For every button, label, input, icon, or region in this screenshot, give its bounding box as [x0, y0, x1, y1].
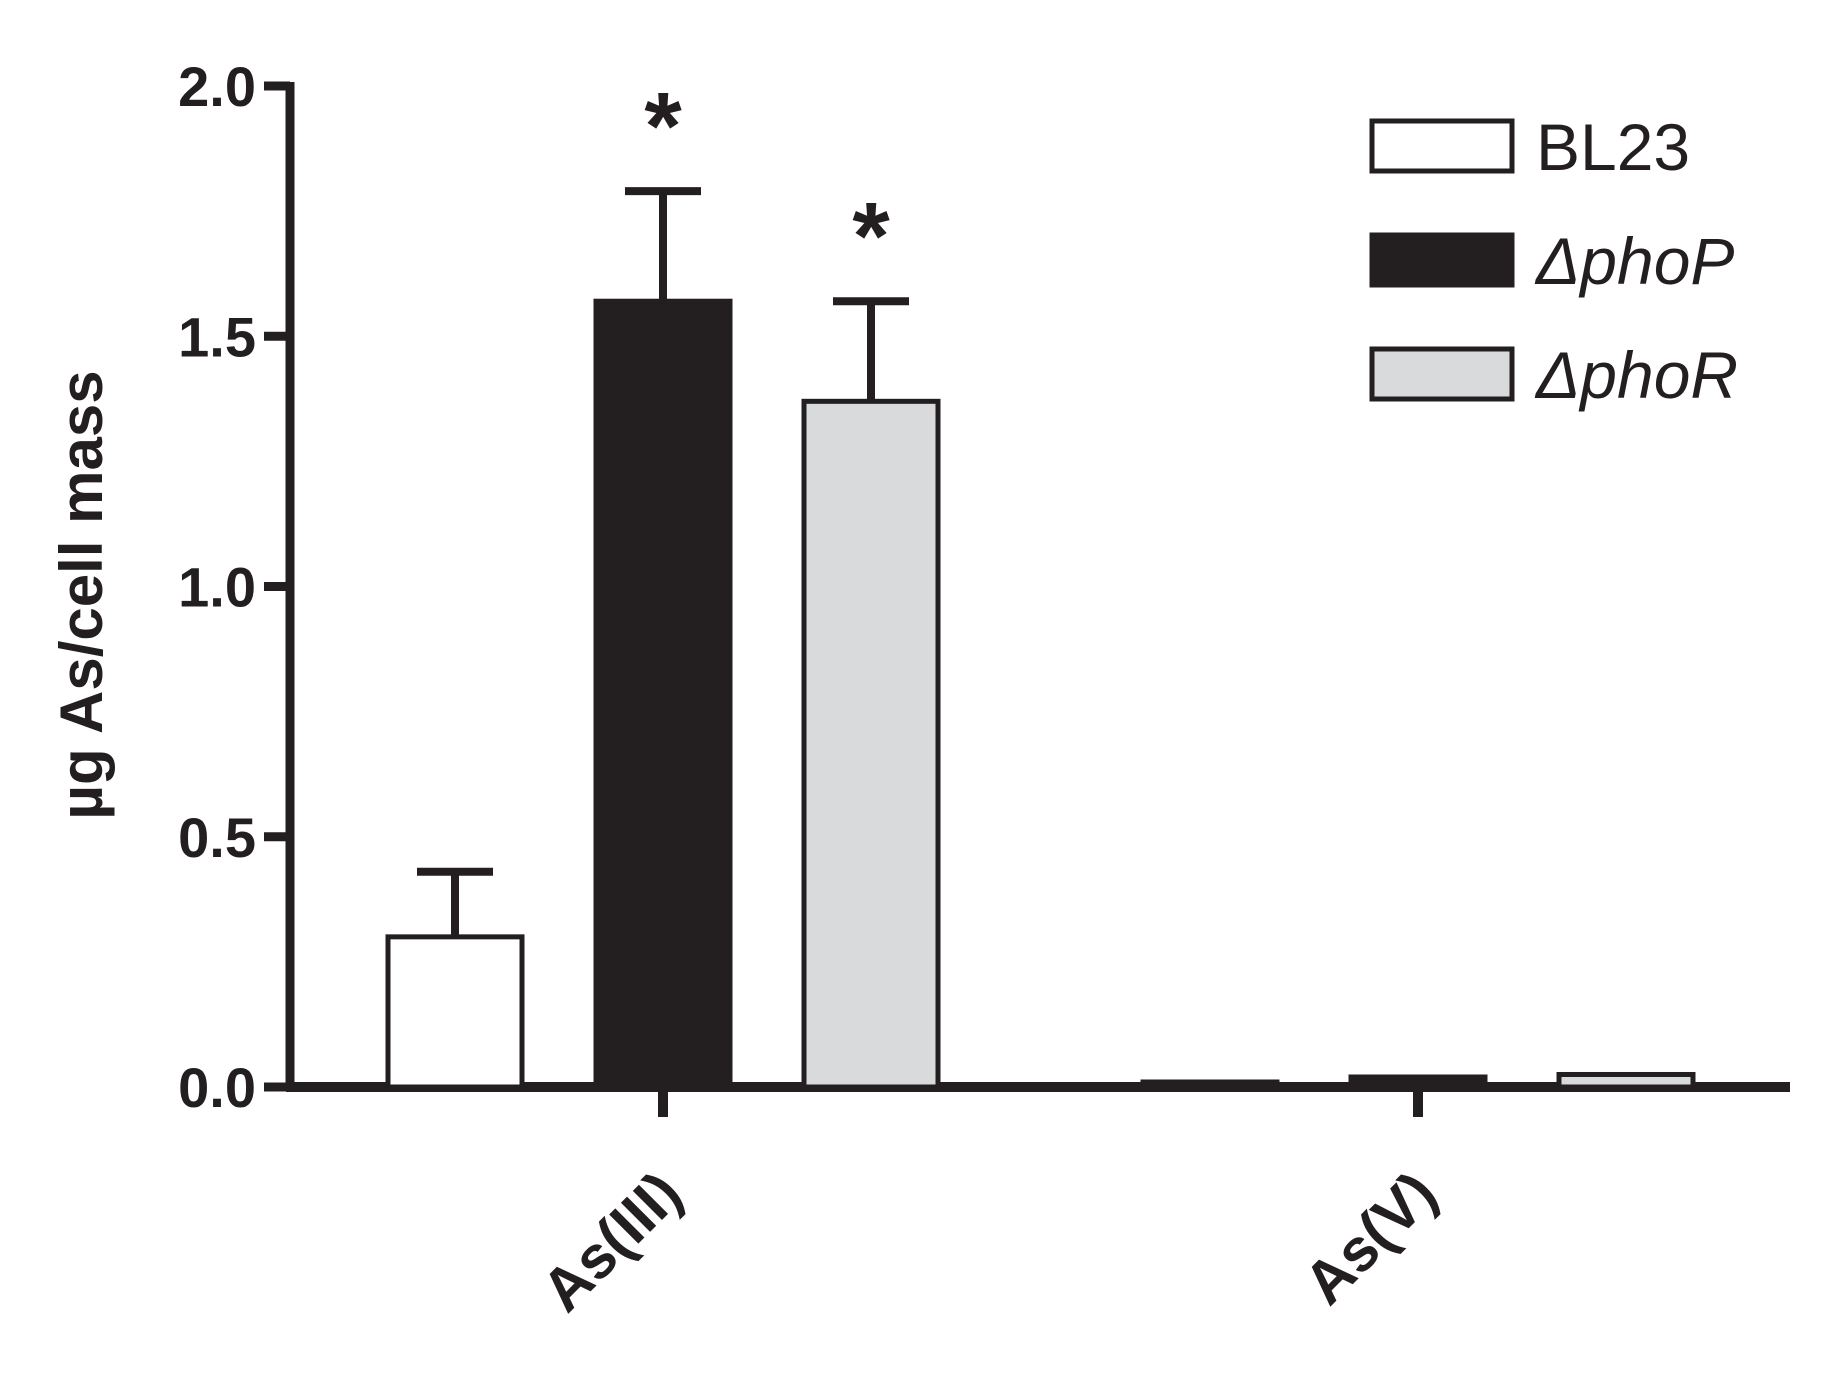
bar — [593, 298, 733, 1090]
y-tick-label: 2.0 — [178, 55, 256, 118]
legend-label: BL23 — [1536, 110, 1690, 184]
legend-label: ΔphoR — [1534, 338, 1738, 412]
y-axis-title: µg As/cell mass — [48, 370, 115, 819]
y-axis: 0.0 0.5 1.0 1.5 2.0 — [178, 55, 295, 1119]
bar — [801, 398, 941, 1090]
bar — [1140, 1079, 1280, 1090]
y-tick-label: 1.5 — [178, 305, 256, 368]
y-tick-label: 1.0 — [178, 556, 256, 619]
error-bars — [417, 187, 909, 937]
significance-asterisk: * — [644, 73, 682, 180]
bar — [1556, 1071, 1696, 1090]
bar — [385, 934, 525, 1090]
x-axis: As(III) As(V) — [286, 1082, 1790, 1324]
significance-marks: ** — [644, 73, 890, 290]
legend-swatch — [1369, 232, 1515, 288]
significance-asterisk: * — [852, 183, 890, 290]
bar — [1348, 1074, 1488, 1090]
legend-label: ΔphoP — [1534, 224, 1734, 298]
x-tick-label: As(III) — [529, 1159, 694, 1324]
legend: BL23 ΔphoP ΔphoR — [1369, 110, 1738, 412]
legend-swatch — [1369, 346, 1515, 402]
y-tick-label: 0.5 — [178, 806, 256, 869]
legend-swatch — [1369, 118, 1515, 174]
x-tick-label: As(V) — [1291, 1159, 1449, 1317]
bars — [385, 298, 1696, 1090]
y-tick-label: 0.0 — [178, 1056, 256, 1119]
